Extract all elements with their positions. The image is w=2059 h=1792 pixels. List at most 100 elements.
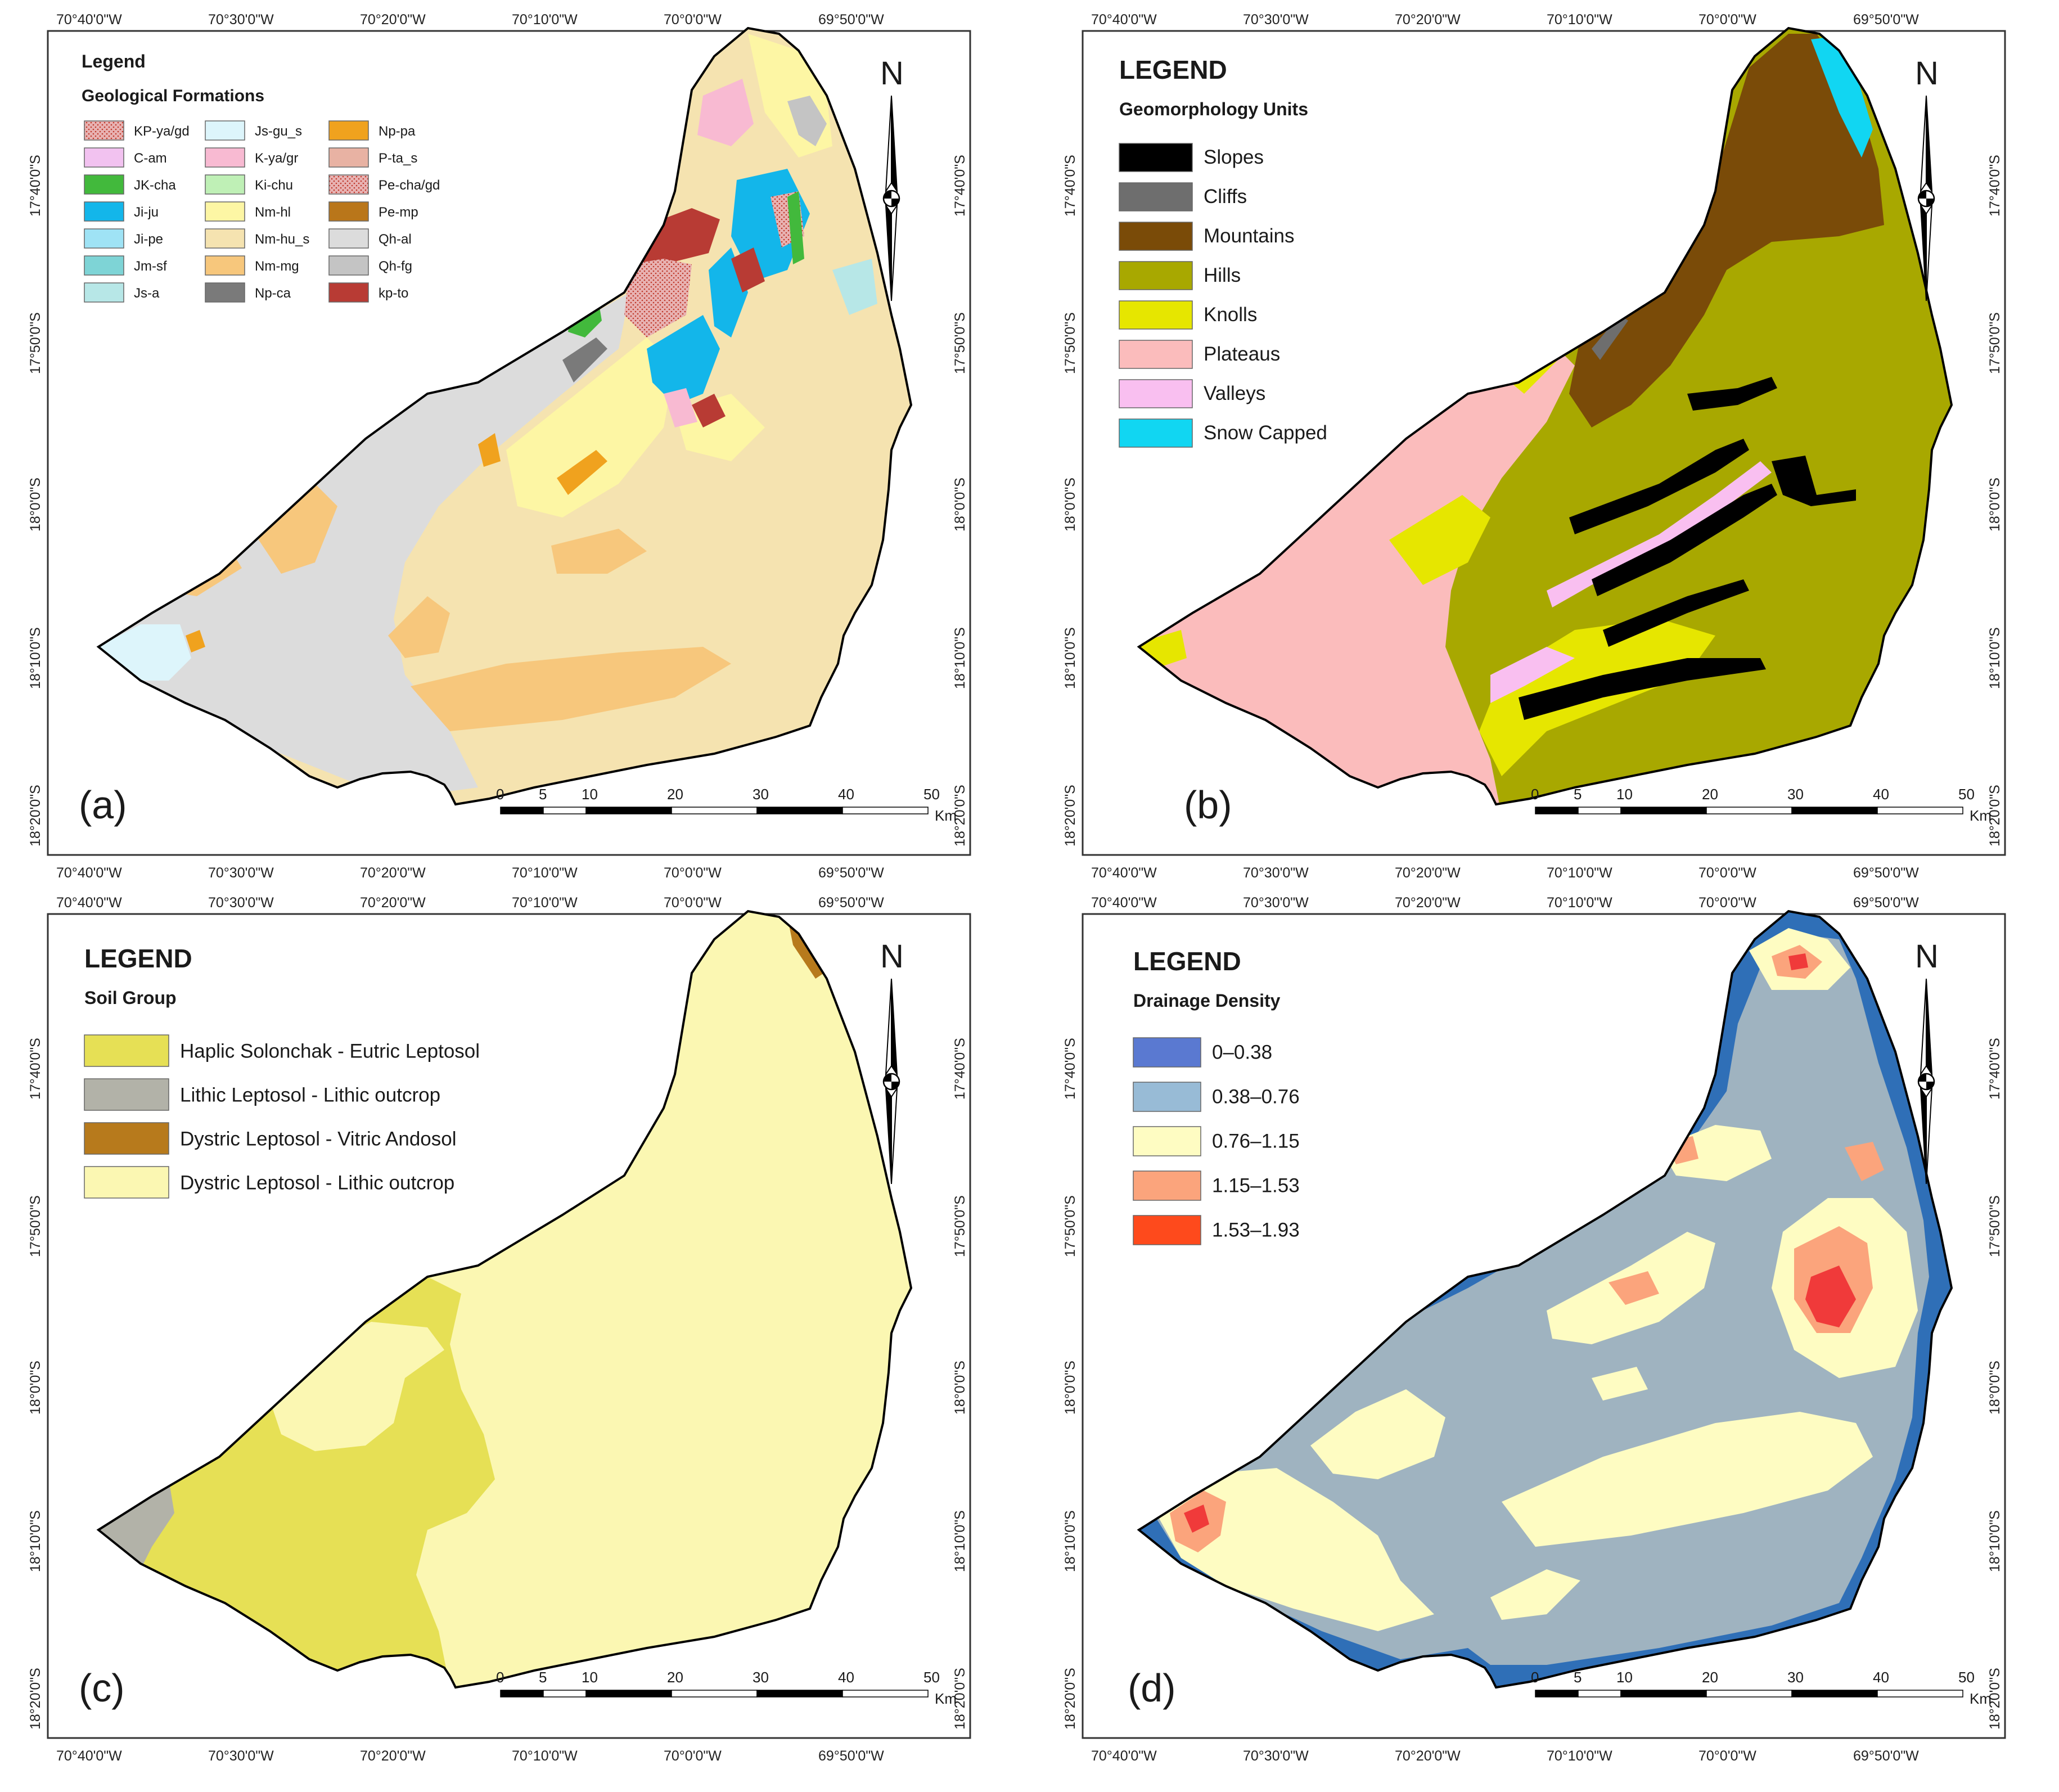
jk-cha-zone (787, 191, 804, 264)
legend-b-title: LEGEND (1119, 55, 1227, 84)
geomorph-valleys (1547, 461, 1772, 607)
panel-b-lon-bottom: 70°0'0"W (1698, 865, 1756, 881)
legend-a-label: Nm-hl (255, 205, 291, 220)
panel-c-lat-right: 18°10'0"S (952, 1510, 968, 1572)
panel-a-lon-bottom: 69°50'0"W (818, 865, 884, 881)
panel-d-lon-top: 70°30'0"W (1243, 895, 1309, 911)
legend-b-label: Mountains (1204, 225, 1294, 247)
panel-c-lon-bottom: 70°20'0"W (360, 1748, 426, 1764)
scalebar-segment (1620, 807, 1707, 814)
legend-b-label: Snow Capped (1204, 422, 1327, 444)
legend-a-swatch (328, 255, 369, 276)
legend-a-label: P-ta_s (379, 151, 417, 166)
panel-b-scale-label: 5 (1574, 786, 1582, 803)
drainage-0-76-1-15 (1502, 1412, 1873, 1547)
panel-d-letter: (d) (1128, 1666, 1176, 1710)
scalebar-segment (585, 807, 672, 814)
panel-a-scalebar: 0 5 10 20 30 40 50 Km (496, 786, 957, 824)
legend-b-swatch (1119, 182, 1193, 211)
panel-b-lon-top: 70°10'0"W (1547, 12, 1612, 28)
panel-c-scale-label: 20 (667, 1669, 683, 1686)
panel-b-lat-left: 18°10'0"S (1062, 627, 1078, 689)
panel-c-lon-bottom: 69°50'0"W (818, 1748, 884, 1764)
panel-d-lat-left: 17°50'0"S (1062, 1195, 1078, 1257)
panel-b-geomorphology: LEGEND Geomorphology Units Slopes Cliffs Mou… (1082, 27, 2006, 856)
legend-d-swatch (1133, 1215, 1201, 1245)
panel-d-lon-bottom: 70°40'0"W (1091, 1748, 1157, 1764)
scalebar-segment (1706, 1690, 1792, 1698)
geomorph-plateaus (1139, 337, 1575, 804)
legend-d-subtitle: Drainage Density (1133, 990, 1281, 1011)
panel-d-lon-bottom: 70°30'0"W (1243, 1748, 1309, 1764)
panel-b-north-label: N (1915, 55, 1939, 92)
panel-b-lat-right: 17°40'0"S (1987, 155, 2003, 217)
drainage-0-76-1-15 (1592, 1367, 1648, 1401)
panel-a-lat-left: 18°0'0"S (28, 478, 43, 532)
panel-d-lat-right: 18°0'0"S (1987, 1361, 2003, 1415)
panel-b-lon-top: 70°40'0"W (1091, 12, 1157, 28)
legend-a-label: Np-pa (379, 124, 416, 139)
geomorph-valleys (1490, 647, 1575, 703)
k-ya-gr-zone (664, 388, 697, 427)
panel-b-lon-top: 70°20'0"W (1395, 12, 1461, 28)
legend-a-swatch (205, 282, 245, 303)
panel-b-lon-top: 69°50'0"W (1853, 12, 1919, 28)
panel-d-lon-top: 70°40'0"W (1091, 895, 1157, 911)
panel-b-lon-bottom: 70°30'0"W (1243, 865, 1309, 881)
scalebar-segment (842, 1690, 929, 1698)
legend-c-label: Haplic Solonchak - Eutric Leptosol (180, 1040, 480, 1062)
legend-c-subtitle: Soil Group (84, 988, 177, 1008)
panel-d-north-arrow-icon: N (1915, 938, 1939, 1185)
scalebar-segment (1620, 1690, 1707, 1698)
panel-c-lat-right: 18°0'0"S (952, 1361, 968, 1415)
panel-a-scale-label: 30 (753, 786, 769, 803)
geomorph-knolls (1139, 630, 1187, 669)
panel-b-lat-left: 18°20'0"S (1062, 785, 1078, 847)
legend-b-label: Plateaus (1204, 343, 1280, 365)
np-pa-zone (557, 450, 607, 495)
scalebar-segment (1877, 807, 1963, 814)
panel-c-soil: LEGEND Soil Group Haplic Solonchak - Eutri… (47, 910, 971, 1739)
legend-b-label: Cliffs (1204, 186, 1247, 208)
legend-a-label: Qh-al (379, 232, 412, 247)
panel-b-scalebar: 0 5 10 20 30 40 50 Km (1531, 786, 1992, 824)
panel-c-scale-label: 0 (496, 1669, 504, 1686)
legend-a-label: Pe-cha/gd (379, 178, 440, 193)
panel-d-lat-right: 18°10'0"S (1987, 1510, 2003, 1572)
kp-to-zone (692, 394, 726, 427)
legend-a-swatch (205, 147, 245, 168)
panel-a-north-arrow-icon: N (880, 55, 904, 301)
panel-b-scale-label: 10 (1616, 786, 1633, 803)
js-gu-s-zone (98, 624, 191, 681)
panel-b-scale-unit: Km (1970, 807, 1992, 824)
geomorph-mountains (1569, 34, 1884, 427)
panel-d-lon-bottom: 70°10'0"W (1547, 1748, 1612, 1764)
panel-d-lon-top: 70°10'0"W (1547, 895, 1612, 911)
panel-a-scale-label: 0 (496, 786, 504, 803)
panel-d-lat-right: 18°20'0"S (1987, 1668, 2003, 1730)
scalebar-segment (1578, 807, 1621, 814)
legend-d-label: 1.53–1.93 (1212, 1219, 1300, 1241)
k-ya-gr-zone (697, 79, 754, 146)
legend-b-label: Hills (1204, 264, 1241, 286)
geomorph-cliffs (1592, 315, 1628, 360)
panel-c-north-label: N (880, 938, 904, 975)
nm-mg-lens (388, 596, 450, 658)
legend-c-label: Lithic Leptosol - Lithic outcrop (180, 1084, 440, 1106)
qh-fg-zone (787, 96, 827, 146)
scalebar-segment (1535, 807, 1579, 814)
panel-c-lon-bottom: 70°0'0"W (664, 1748, 722, 1764)
scalebar-segment (585, 1690, 672, 1698)
legend-a-label: kp-to (379, 286, 408, 301)
legend-a-label: K-ya/gr (255, 151, 298, 166)
legend-a-label: Nm-hu_s (255, 232, 309, 247)
drainage-1-53-1-93 (1788, 953, 1808, 970)
drainage-1-15-1-53 (1845, 1142, 1884, 1181)
legend-a-label: JK-cha (134, 178, 176, 193)
legend-a-label: Js-gu_s (255, 124, 302, 139)
panel-b-lat-right: 18°10'0"S (1987, 627, 2003, 689)
panel-d-lon-bottom: 69°50'0"W (1853, 1748, 1919, 1764)
panel-c-lon-top: 70°0'0"W (664, 895, 722, 911)
legend-c-label: Dystric Leptosol - Lithic outcrop (180, 1172, 454, 1194)
scalebar-segment (543, 1690, 587, 1698)
